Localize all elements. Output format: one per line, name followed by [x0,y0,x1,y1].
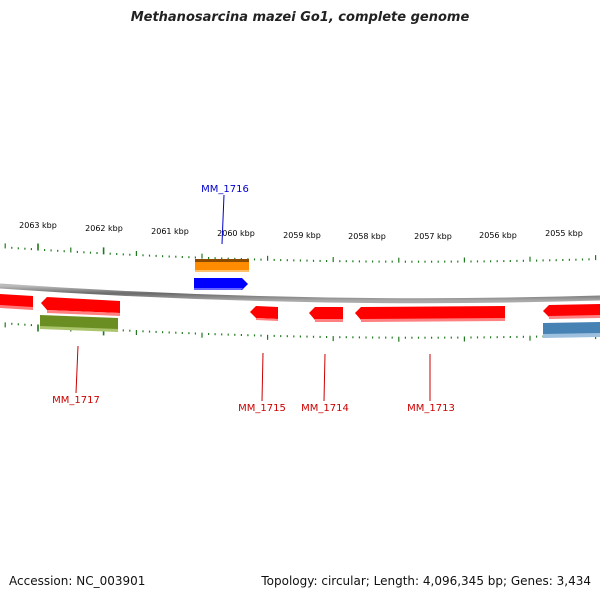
feature-orange[interactable] [195,259,249,272]
tick-label-2058: 2058 kbp [348,232,386,241]
feature-mm1716-arrow[interactable] [194,278,248,290]
tick-label-2059: 2059 kbp [283,231,321,240]
tick-label-2057: 2057 kbp [414,232,452,241]
tick-label-2055: 2055 kbp [545,229,583,238]
leader-mm1716 [221,194,225,245]
feature-steel[interactable] [543,322,600,338]
tick-label-2060: 2060 kbp [217,229,255,238]
ruler-upper: 2063 kbp 2062 kbp 2061 kbp 2060 kbp 2059… [19,221,583,241]
feature-mm1715-arrow[interactable] [250,306,278,321]
ruler-ticks-upper [4,243,597,263]
leader-mm1717 [75,345,79,394]
gene-label-mm1713[interactable]: MM_1713 [407,403,455,414]
feature-mm1713-arrow[interactable] [355,306,505,322]
leader-mm1714 [323,353,326,402]
gene-label-mm1717[interactable]: MM_1717 [52,395,100,406]
gene-label-mm1716[interactable]: MM_1716 [201,184,249,195]
accession-label: Accession: NC_003901 [9,574,146,588]
topology-summary: Topology: circular; Length: 4,096,345 bp… [261,574,591,588]
feature-right-edge-arrow[interactable] [543,304,600,319]
feature-olive[interactable] [40,315,118,332]
leader-mm1715 [261,352,264,402]
feature-mm1714-arrow[interactable] [309,307,343,322]
feature-left-edge-arrow[interactable] [0,294,33,310]
tick-label-2063: 2063 kbp [19,221,57,230]
map-title: Methanosarcina mazei Go1, complete genom… [130,10,470,25]
gene-label-mm1714[interactable]: MM_1714 [301,403,349,414]
gene-label-mm1715[interactable]: MM_1715 [238,403,286,414]
genome-backbone [0,283,600,304]
tick-label-2061: 2061 kbp [151,227,189,236]
feature-mm1717-arrow[interactable] [41,297,120,316]
tick-label-2062: 2062 kbp [85,224,123,233]
tick-label-2056: 2056 kbp [479,231,517,240]
